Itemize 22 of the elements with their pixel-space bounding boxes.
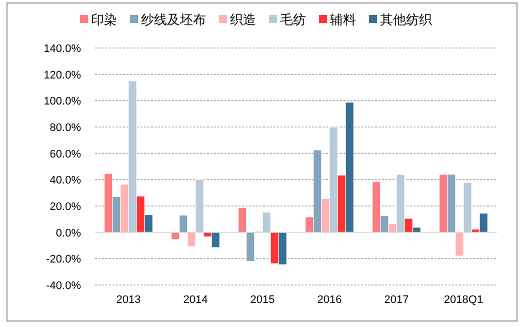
legend-label: 纱线及坯布	[141, 12, 206, 27]
y-tick-label: 60.0%	[50, 148, 82, 160]
x-tick-label: 2017	[384, 294, 409, 306]
legend-label: 毛纺	[280, 12, 306, 27]
x-tick-label: 2013	[116, 294, 141, 306]
x-tick-label: 2018Q1	[444, 294, 484, 306]
legend-label: 其他纺织	[380, 12, 432, 27]
legend-label: 印染	[91, 12, 117, 27]
x-tick-label: 2014	[183, 294, 208, 306]
x-tick-label: 2015	[250, 294, 275, 306]
y-tick-label: 140.0%	[44, 43, 82, 55]
y-tick-label: 120.0%	[44, 69, 82, 82]
x-tick-label: 2016	[317, 294, 342, 306]
legend-label: 织造	[230, 12, 256, 27]
y-tick-label: 20.0%	[50, 201, 82, 213]
y-tick-label: 80.0%	[50, 122, 82, 134]
y-tick-label: -40.0%	[46, 280, 82, 292]
y-tick-label: -20.0%	[46, 254, 82, 266]
y-tick-label: 0.0%	[56, 227, 82, 240]
y-tick-label: 40.0%	[50, 174, 82, 187]
legend-label: 辅料	[330, 12, 356, 27]
y-tick-label: 100.0%	[44, 96, 82, 108]
